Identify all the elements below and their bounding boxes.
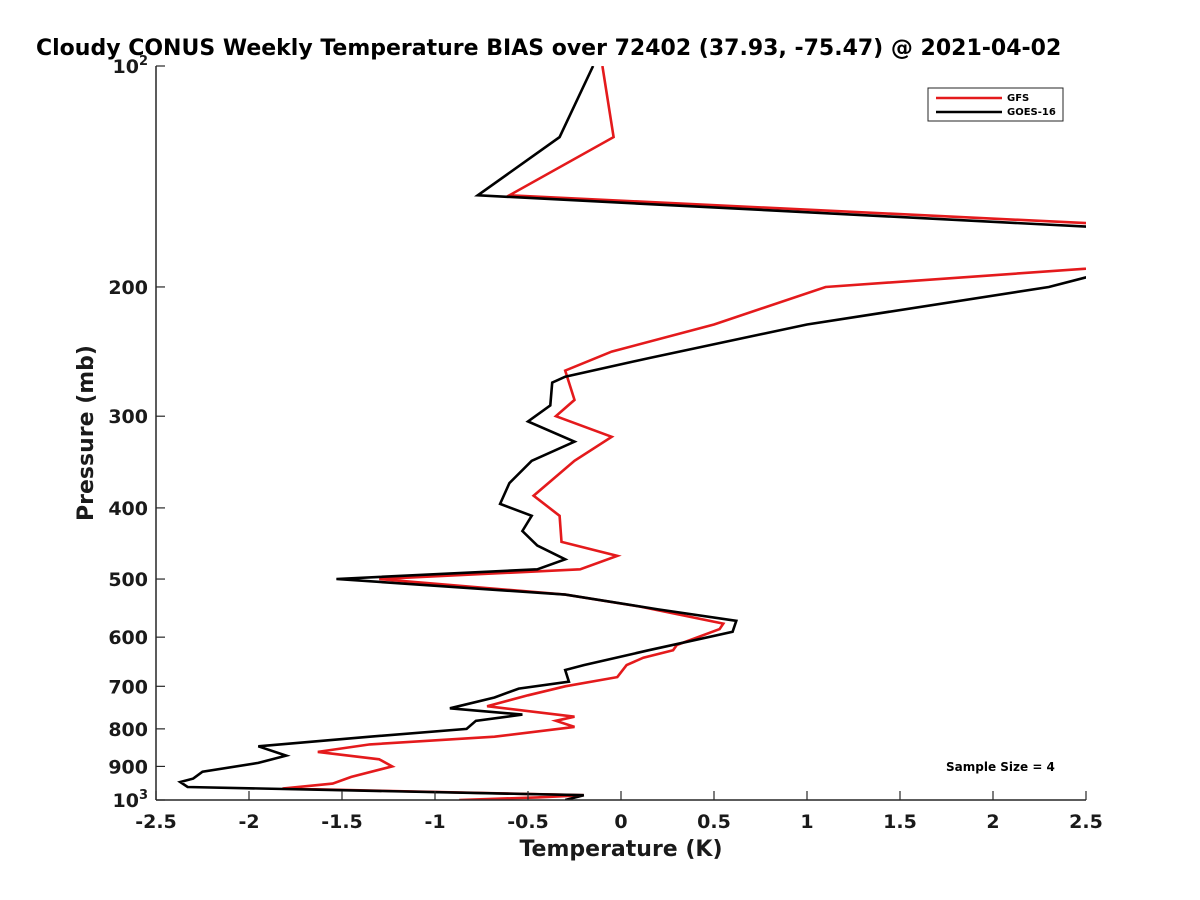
x-tick-label: -1.5 xyxy=(321,811,363,833)
y-tick-label: 300 xyxy=(108,406,148,428)
legend-label-gfs: GFS xyxy=(1007,93,1029,104)
x-tick-label: 1 xyxy=(800,811,813,833)
x-axis-label: Temperature (K) xyxy=(519,837,722,862)
series-line-gfs xyxy=(282,66,1086,800)
x-axis-ticks: -2.5 -2 -1.5 -1 -0.5 0 0.5 1 1.5 2 2.5 xyxy=(135,791,1103,833)
x-tick-label: 1.5 xyxy=(883,811,917,833)
x-tick-label: -0.5 xyxy=(507,811,549,833)
legend: GFS GOES-16 xyxy=(927,87,1064,122)
y-tick-label: 400 xyxy=(108,498,148,520)
x-tick-label: -1 xyxy=(424,811,445,833)
chart-title: Cloudy CONUS Weekly Temperature BIAS ove… xyxy=(36,36,1061,61)
y-tick-label: 500 xyxy=(108,569,148,591)
x-tick-label: 0 xyxy=(614,811,627,833)
y-tick-label: 700 xyxy=(108,676,148,698)
y-tick-label: 900 xyxy=(108,756,148,778)
sample-size-annotation: Sample Size = 4 xyxy=(946,760,1055,774)
y-tick-label: 600 xyxy=(108,627,148,649)
legend-label-goes16: GOES-16 xyxy=(1007,107,1056,118)
y-axis-label: Pressure (mb) xyxy=(74,345,99,521)
x-tick-label: 2.5 xyxy=(1069,811,1103,833)
x-tick-label: 2 xyxy=(986,811,999,833)
x-tick-label: -2.5 xyxy=(135,811,177,833)
y-tick-label: 103 xyxy=(113,788,149,812)
x-tick-label: -2 xyxy=(238,811,259,833)
x-tick-label: 0.5 xyxy=(697,811,731,833)
legend-box xyxy=(927,87,1064,122)
y-axis-ticks: 102 200 300 400 500 600 700 800 900 103 xyxy=(108,54,165,812)
y-tick-label: 800 xyxy=(108,719,148,741)
plot-area xyxy=(177,66,1086,800)
y-tick-label: 102 xyxy=(113,54,149,78)
y-tick-label: 200 xyxy=(108,277,148,299)
series-line-goes16 xyxy=(177,66,1086,800)
